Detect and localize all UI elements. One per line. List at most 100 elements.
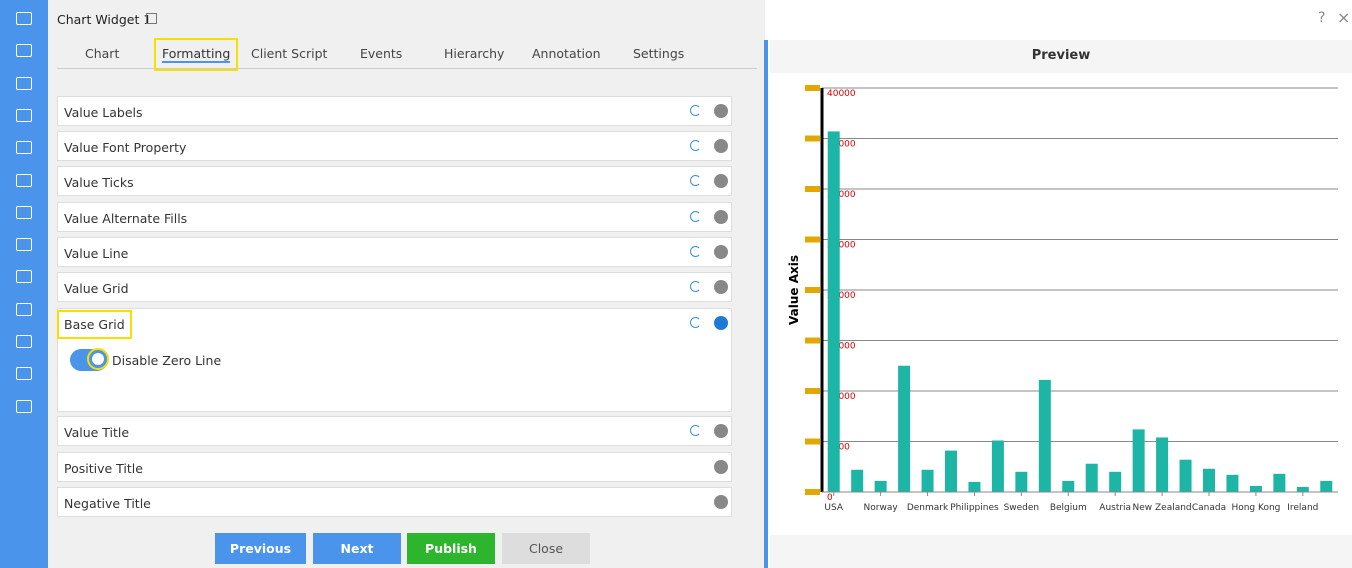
bar [1038,379,1051,492]
section-title: Value Title [64,425,130,440]
section-row[interactable]: Value Grid [57,272,732,302]
tab[interactable]: Chart [85,46,120,61]
widget-title: Chart Widget 1 [57,12,152,27]
toggle-knob[interactable] [87,348,109,370]
button[interactable]: Previous [215,533,306,564]
refresh-icon[interactable] [690,211,701,222]
sidebar-icon[interactable] [16,302,32,316]
sidebar-icon[interactable] [16,205,32,219]
y-axis-title: Value Axis [787,255,801,325]
tab[interactable]: Settings [633,46,685,61]
bar [1179,459,1192,492]
x-tick-label: Philippines [950,503,999,513]
tab[interactable]: Hierarchy [444,46,505,61]
sidebar-icon[interactable] [16,173,32,187]
collapse-icon[interactable] [714,280,728,294]
edit-icon[interactable] [146,13,157,24]
section-row[interactable]: Value Labels [57,96,732,126]
help-button[interactable]: ? [1318,10,1326,26]
bar [945,450,957,492]
bar [1156,437,1169,492]
refresh-icon[interactable] [690,246,701,257]
section-row[interactable]: Negative Title [57,487,732,517]
toggle-label: Disable Zero Line [112,353,222,368]
y-tick-label: 10000 [827,392,856,402]
y-tick-label: 35000 [827,140,856,150]
bar [851,469,864,492]
tab[interactable]: Events [360,46,403,61]
x-tick-label: Canada [1192,503,1226,513]
bar [921,469,934,492]
tab[interactable]: Formatting [153,38,239,71]
refresh-icon[interactable] [690,281,701,292]
collapse-icon[interactable] [714,174,728,188]
y-tick-mark [805,489,820,495]
section-row[interactable]: Value Title [57,416,732,446]
y-tick-mark [805,438,820,445]
sidebar-icon[interactable] [16,238,32,252]
x-tick-label: Austria [1099,503,1131,513]
collapse-icon[interactable] [714,495,728,509]
button[interactable]: Next [313,533,401,564]
bar [1226,474,1239,492]
y-tick-mark [805,135,820,142]
bar [1249,485,1262,492]
section-row[interactable]: Value Ticks [57,166,732,196]
button[interactable]: Publish [407,533,495,564]
x-tick-label: Hong Kong [1231,503,1280,513]
section-title: Value Font Property [64,140,187,155]
y-tick-label: 0 [827,493,833,503]
collapse-icon[interactable] [714,210,728,224]
refresh-icon[interactable] [690,425,701,436]
close-button[interactable]: × [1337,8,1351,27]
refresh-icon[interactable] [690,105,701,116]
button[interactable]: Close [502,533,590,564]
section-row[interactable]: Base Grid [57,308,732,412]
bar [991,440,1004,492]
sidebar-icon[interactable] [16,12,32,25]
chart-bg [770,73,1352,535]
sidebar-icon[interactable] [16,44,32,58]
sidebar-icon[interactable] [16,367,32,381]
tab[interactable]: Annotation [532,46,601,61]
bar [1109,471,1122,492]
x-tick-label: Sweden [1004,503,1040,513]
section-title: Value Line [64,246,129,261]
y-tick-label: 30000 [827,190,856,200]
bar [1015,471,1028,492]
refresh-icon[interactable] [690,317,701,328]
bar [1203,468,1215,492]
splitter [764,40,768,568]
y-tick-mark [805,236,820,243]
sidebar-icon[interactable] [16,335,32,348]
collapse-icon[interactable] [714,245,728,259]
x-tick-label: Ireland [1287,503,1318,513]
section-row[interactable]: Value Alternate Fills [57,202,732,232]
collapse-icon[interactable] [714,460,728,474]
sidebar-icon[interactable] [16,108,32,122]
y-tick-label: 15000 [827,342,856,352]
section-row[interactable]: Value Line [57,237,732,267]
section-title: Negative Title [64,496,151,511]
sidebar-icon[interactable] [16,76,32,90]
y-tick-mark [805,186,820,192]
refresh-icon[interactable] [690,175,701,186]
refresh-icon[interactable] [690,140,701,151]
section-row[interactable]: Value Font Property [57,131,732,161]
collapse-icon[interactable] [714,424,728,438]
sidebar-icon[interactable] [16,270,32,284]
sidebar-icon[interactable] [16,399,32,413]
bar [1085,463,1098,492]
y-tick-mark [805,388,820,394]
tab[interactable]: Client Script [251,46,328,61]
x-tick-label: New Zealand [1133,503,1192,513]
collapse-icon[interactable] [714,316,728,330]
collapse-icon[interactable] [714,104,728,118]
collapse-icon[interactable] [714,139,728,153]
sidebar-icon[interactable] [16,141,32,155]
x-tick-label: Norway [864,503,899,513]
x-tick-label: USA [824,503,843,513]
section-row[interactable]: Positive Title [57,452,732,482]
y-tick-label: 20000 [827,291,856,301]
